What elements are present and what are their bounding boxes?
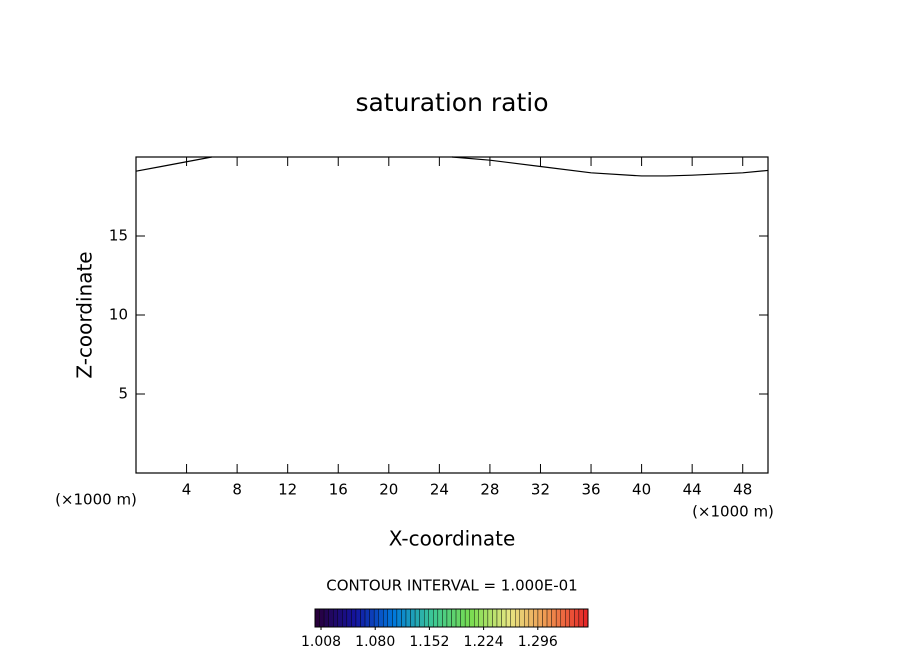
colorbar-stripe [414, 608, 420, 628]
y-tick-label: 15 [109, 227, 128, 245]
colorbar-stripe [483, 608, 489, 628]
colorbar-stripe [342, 608, 348, 628]
x-unit-label: (×1000 m) [692, 503, 774, 521]
x-tick-label: 32 [531, 481, 550, 499]
x-tick-label: 8 [232, 481, 242, 499]
colorbar-stripe [519, 608, 525, 628]
x-tick-label: 20 [379, 481, 398, 499]
colorbar-stripe [323, 608, 329, 628]
colorbar-stripe [565, 608, 571, 628]
y-tick-label: 10 [109, 306, 128, 324]
colorbar-stripe [451, 608, 457, 628]
colorbar-stripe [505, 608, 511, 628]
colorbar-frame [314, 608, 589, 628]
colorbar-stripe [319, 608, 325, 628]
colorbar-stripe [437, 608, 443, 628]
colorbar-stripe [410, 608, 416, 628]
colorbar-stripe [455, 608, 461, 628]
colorbar-stripe [583, 608, 589, 628]
colorbar-stripe [401, 608, 407, 628]
x-tick-label: 36 [581, 481, 600, 499]
colorbar-stripe [524, 608, 530, 628]
plot-frame [135, 156, 769, 474]
colorbar-stripe [383, 608, 389, 628]
colorbar-stripe [551, 608, 557, 628]
colorbar-stripe [392, 608, 398, 628]
colorbar-stripe [424, 608, 429, 628]
colorbar-stripe [474, 608, 480, 628]
colorbar-stripe [487, 608, 493, 628]
contour-line [135, 156, 769, 177]
colorbar-stripe [542, 608, 548, 628]
colorbar-stripe [333, 608, 338, 628]
colorbar-tick-label: 1.008 [301, 634, 341, 650]
colorbar-tick-label: 1.296 [518, 634, 558, 650]
colorbar-stripe [428, 608, 434, 628]
y-axis-label: Z-coordinate [73, 251, 97, 378]
colorbar-stripe [533, 608, 539, 628]
colorbar-tick-label: 1.152 [409, 634, 449, 650]
colorbar-stripe [464, 608, 470, 628]
colorbar-stripe [378, 608, 384, 628]
x-tick-label: 48 [733, 481, 752, 499]
colorbar-stripe [419, 608, 425, 628]
colorbar-tick-label: 1.080 [355, 634, 395, 650]
colorbar-stripe [510, 608, 516, 628]
y-unit-label: (×1000 m) [55, 491, 137, 509]
colorbar-stripe [360, 608, 366, 628]
colorbar-stripe [364, 608, 370, 628]
colorbar-stripe [501, 608, 507, 628]
colorbar-stripe [555, 608, 561, 628]
colorbar-stripe [478, 608, 484, 628]
colorbar-stripe [405, 608, 411, 628]
colorbar-stripe [578, 608, 584, 628]
colorbar-tick-label: 1.224 [464, 634, 504, 650]
colorbar-stripe [515, 608, 520, 628]
colorbar-stripe [546, 608, 552, 628]
colorbar-stripe [355, 608, 361, 628]
x-tick-label: 12 [278, 481, 297, 499]
colorbar-stripe [396, 608, 402, 628]
x-tick-label: 4 [182, 481, 192, 499]
colorbar-stripe [492, 608, 498, 628]
colorbar-stripe [460, 608, 466, 628]
x-tick-label: 16 [329, 481, 348, 499]
colorbar-stripe [314, 608, 320, 628]
colorbar-stripe [337, 608, 343, 628]
colorbar-stripe [387, 608, 393, 628]
y-tick-label: 5 [118, 385, 128, 403]
chart-title: saturation ratio [355, 88, 548, 117]
colorbar-stripe [537, 608, 543, 628]
x-tick-label: 44 [683, 481, 702, 499]
colorbar-stripe [496, 608, 502, 628]
x-axis-label: X-coordinate [389, 527, 516, 551]
colorbar-stripe [442, 608, 448, 628]
colorbar-stripe [469, 608, 475, 628]
colorbar-stripe [446, 608, 452, 628]
colorbar-stripe [373, 608, 379, 628]
colorbar-stripe [569, 608, 575, 628]
colorbar-stripe [369, 608, 375, 628]
colorbar-stripe [328, 608, 334, 628]
x-tick-label: 24 [430, 481, 449, 499]
colorbar-caption: CONTOUR INTERVAL = 1.000E-01 [326, 577, 577, 595]
x-tick-label: 40 [632, 481, 651, 499]
colorbar-stripe [433, 608, 439, 628]
colorbar-stripe [560, 608, 566, 628]
colorbar-stripe [346, 608, 352, 628]
x-tick-label: 28 [480, 481, 499, 499]
colorbar-stripe [574, 608, 580, 628]
colorbar-stripe [528, 608, 534, 628]
colorbar-stripe [351, 608, 357, 628]
